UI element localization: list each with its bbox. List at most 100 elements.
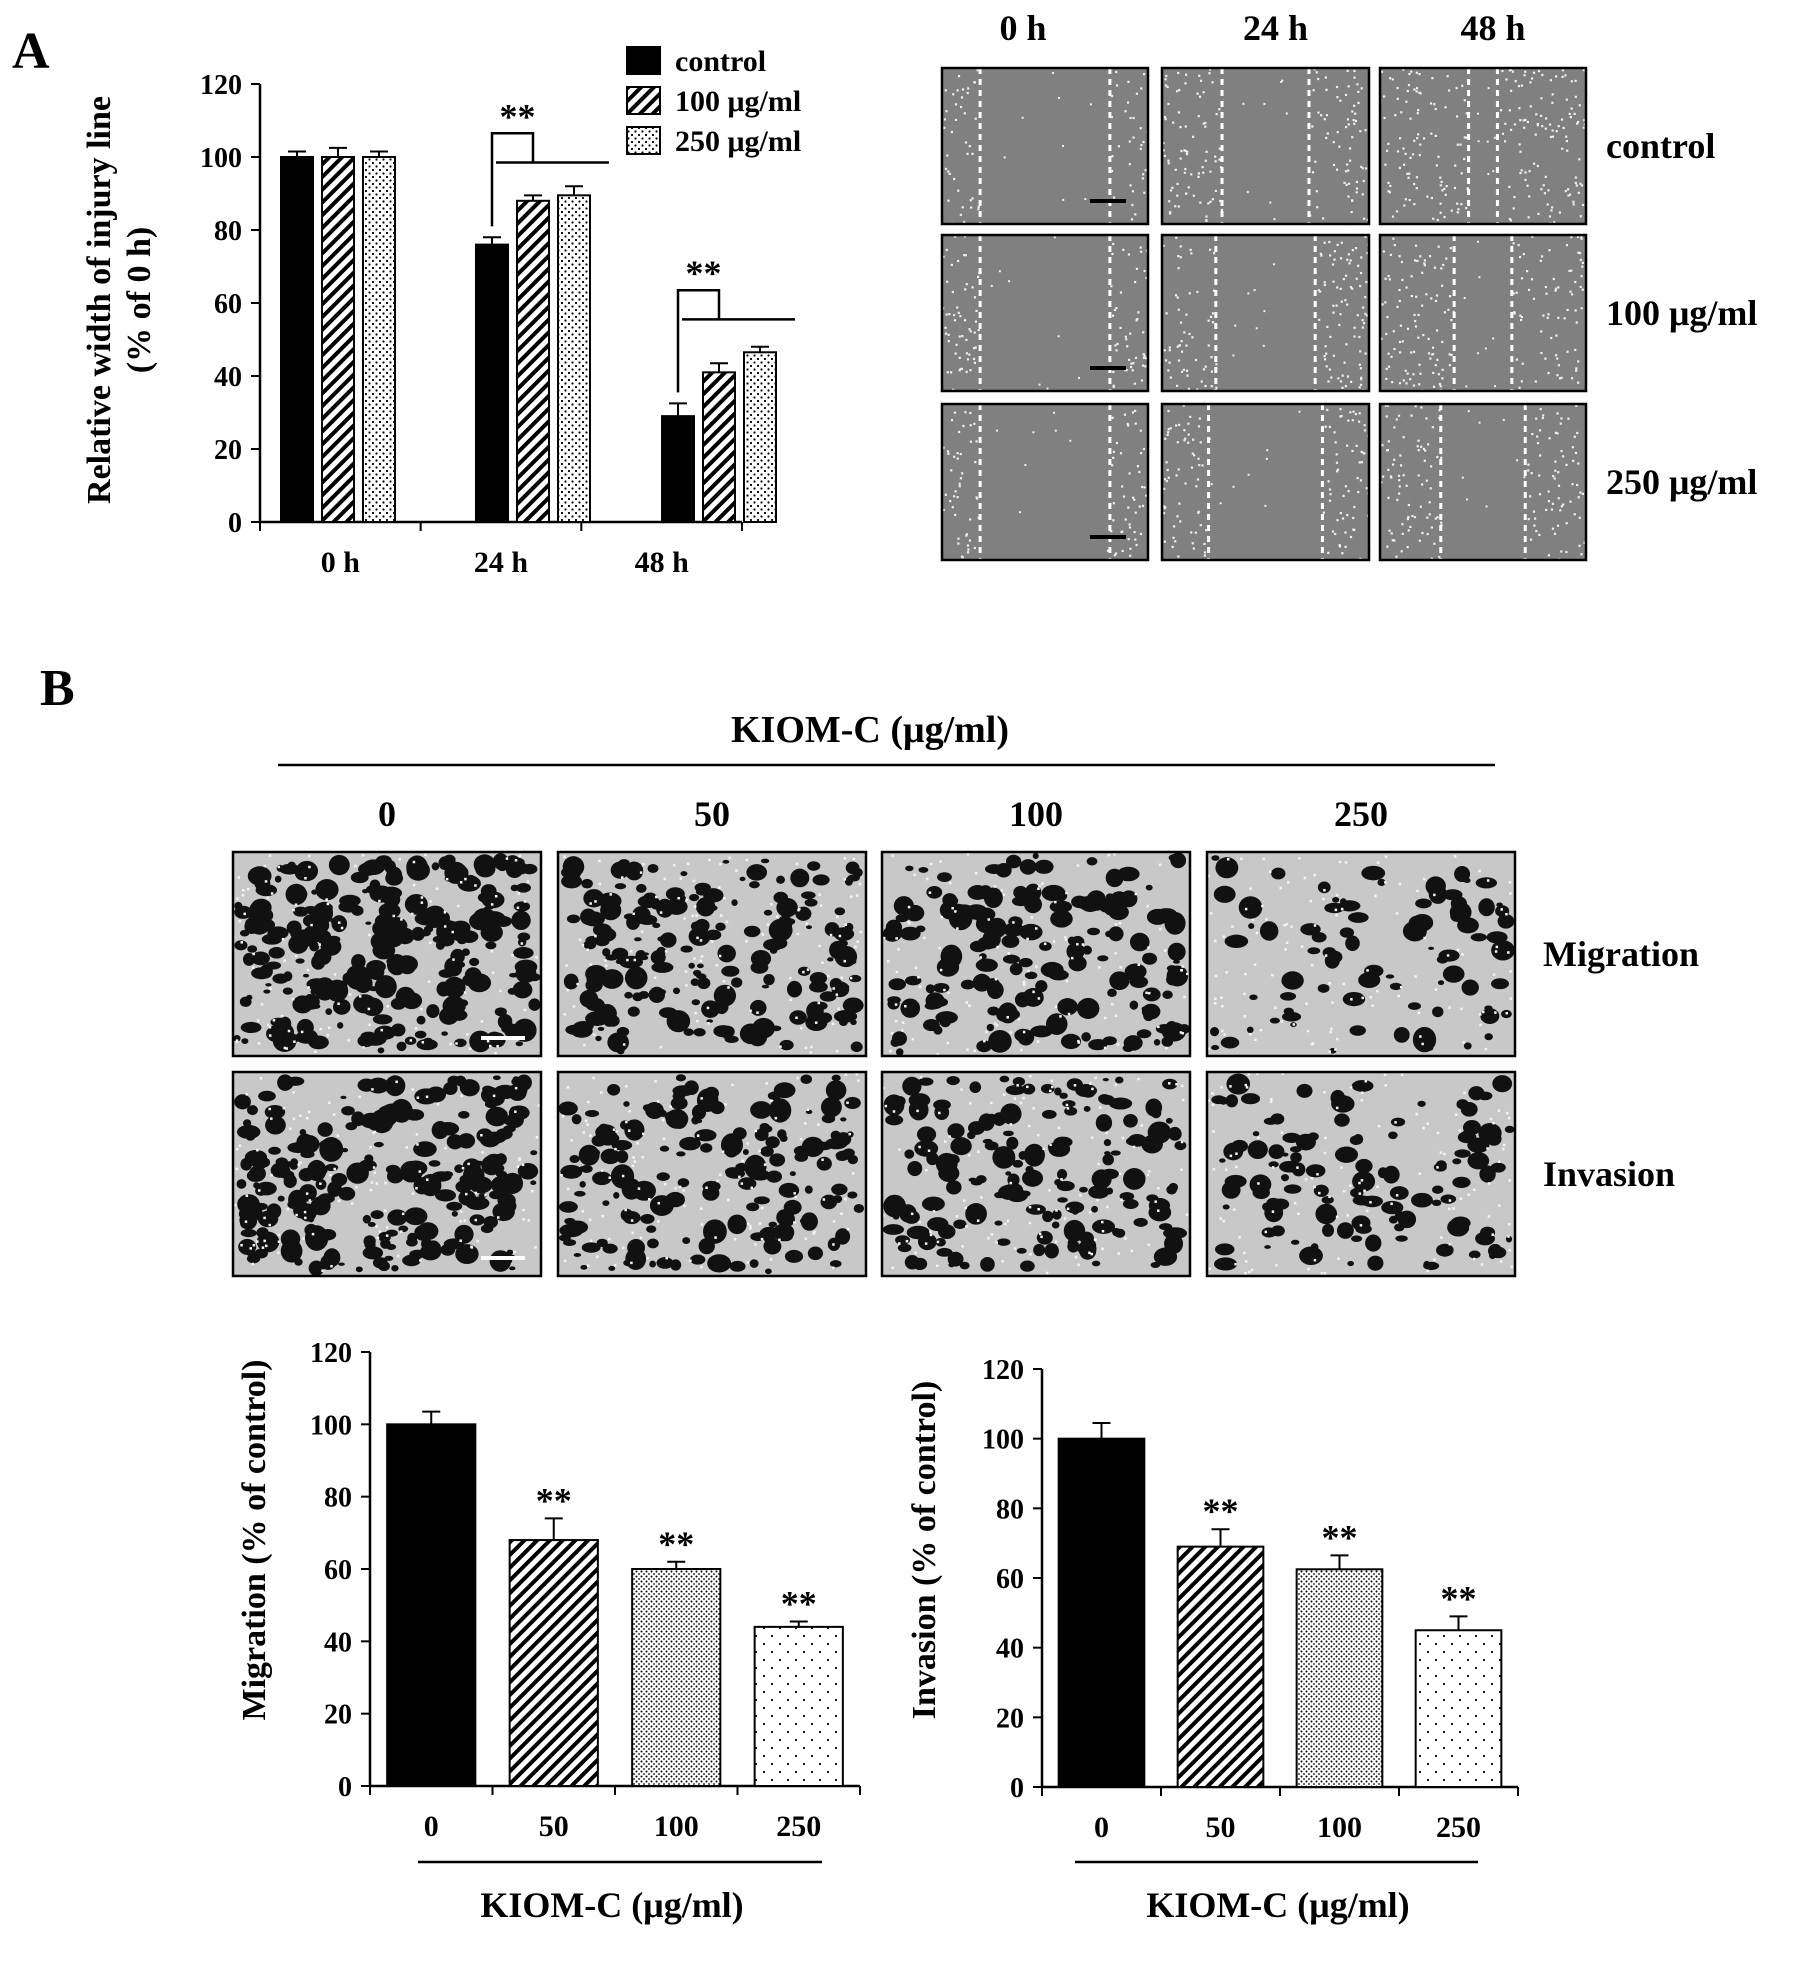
cell-speck [1134, 422, 1137, 425]
cell-speck [950, 130, 953, 134]
pore-speck [1473, 1257, 1476, 1261]
cell-speck [1162, 505, 1165, 508]
pore-speck [964, 1206, 967, 1210]
cell-speck [944, 493, 947, 496]
cell-speck [1551, 135, 1555, 138]
stained-cell [288, 1189, 307, 1210]
cell-speck [1179, 125, 1182, 129]
pore-speck [1500, 908, 1503, 911]
stained-cell [1477, 1091, 1493, 1101]
pore-speck [1335, 893, 1339, 897]
cell-speck [1140, 250, 1143, 253]
stained-cell [1266, 1197, 1281, 1207]
cell-speck [1202, 171, 1205, 174]
cell-speck [1413, 88, 1416, 91]
pore-speck [415, 1133, 419, 1136]
stained-cell [1091, 1205, 1098, 1213]
stained-cell [386, 1169, 404, 1184]
cell-speck [1351, 287, 1354, 290]
stained-cell [481, 1155, 503, 1176]
stained-cell [840, 1117, 847, 1122]
wound-micrograph [1378, 233, 1589, 393]
pore-speck [256, 1240, 259, 1243]
cell-speck [952, 495, 956, 498]
pore-speck [241, 889, 245, 892]
stained-cell [1280, 1174, 1290, 1182]
cell-speck [1575, 369, 1578, 372]
cell-speck [1362, 306, 1365, 309]
stained-cell [295, 958, 305, 964]
pore-speck [518, 854, 522, 858]
pore-speck [840, 1212, 843, 1216]
cell-speck [1110, 285, 1113, 288]
cell-speck [1579, 491, 1582, 494]
stained-cell [1025, 1204, 1046, 1215]
chart-a-ylabel: Relative width of injury line [81, 96, 118, 504]
cell-speck [1112, 196, 1116, 199]
pore-speck [1415, 1112, 1418, 1116]
cell-speck [1579, 258, 1582, 262]
pore-speck [1448, 1199, 1452, 1202]
pore-speck [1038, 1232, 1042, 1235]
stained-cell [717, 944, 736, 963]
cell-speck [1560, 118, 1564, 121]
stained-cell [1150, 1107, 1162, 1119]
stained-cell [1247, 1140, 1268, 1160]
pore-speck [1028, 1205, 1032, 1209]
stained-cell [994, 1220, 1003, 1226]
cell-speck [1502, 418, 1505, 421]
pore-speck [589, 902, 592, 905]
cell-speck [1547, 500, 1551, 503]
cell-speck [1353, 335, 1356, 338]
stained-cell [238, 1238, 257, 1255]
cell-speck [1436, 455, 1439, 459]
stained-cell [419, 1243, 442, 1261]
chart-a-ylabel-unit: (% of 0 h) [121, 227, 158, 373]
pore-speck [1034, 927, 1038, 930]
cell-speck [1326, 132, 1329, 135]
stained-cell [1263, 1117, 1278, 1125]
cell-speck [1344, 384, 1347, 388]
stained-cell [1220, 1036, 1240, 1049]
cell-speck [958, 485, 961, 488]
cell-speck [1550, 209, 1553, 212]
cell-speck [1418, 539, 1421, 542]
cell-speck [1523, 126, 1526, 129]
stained-cell [317, 1122, 333, 1137]
stained-cell [1422, 1046, 1430, 1051]
stained-cell [611, 1140, 633, 1151]
stained-cell [680, 871, 688, 877]
cell-speck [1432, 385, 1436, 388]
pore-speck [653, 976, 657, 980]
pore-speck [924, 1242, 928, 1245]
micrograph-frame [1378, 402, 1588, 562]
cell-speck [1434, 517, 1437, 520]
cell-speck [1198, 417, 1201, 420]
pore-speck [707, 1022, 710, 1025]
cell-speck [965, 533, 969, 536]
cell-speck [1579, 182, 1582, 185]
pore-speck [904, 1004, 907, 1008]
cell-speck [1364, 129, 1367, 132]
cell-speck [1385, 149, 1389, 152]
stained-cell [297, 1134, 320, 1154]
pore-speck [435, 887, 439, 891]
pore-speck [929, 862, 933, 866]
pore-speck [689, 1259, 692, 1262]
pore-speck [561, 1114, 565, 1118]
chart-invasion-ylabel: Invasion (% of control) [906, 1381, 943, 1719]
cell-speck [1364, 235, 1367, 238]
pore-speck [340, 926, 344, 930]
cell-speck [1323, 355, 1326, 358]
cell-speck [1164, 78, 1167, 81]
stained-cell [1005, 1171, 1012, 1176]
stained-cell [509, 1266, 516, 1271]
pore-speck [490, 949, 494, 953]
stained-cell [1008, 916, 1023, 928]
legend-label: control [675, 45, 766, 78]
pore-speck [1244, 1260, 1248, 1263]
cell-speck [1144, 365, 1147, 368]
chart-migration-y-tick-label: 40 [324, 1627, 352, 1658]
cell-speck [1391, 78, 1394, 81]
wound-micrograph [1160, 402, 1372, 562]
